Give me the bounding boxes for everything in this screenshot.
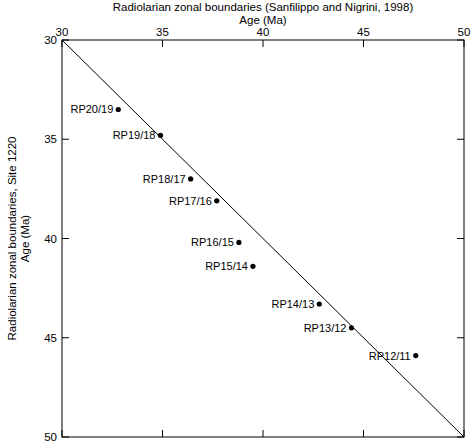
y-label: Radiolarian zonal boundaries, Site 1220 xyxy=(6,137,18,341)
x-tick xyxy=(62,430,63,437)
x-label: Age (Ma) xyxy=(239,14,286,26)
y-tick xyxy=(457,139,464,140)
point xyxy=(214,198,219,203)
point-label: RP12/11 xyxy=(369,350,411,362)
x-tick xyxy=(162,430,163,437)
y-tick-label: 45 xyxy=(44,332,57,344)
point-label: RP18/17 xyxy=(143,173,186,185)
point xyxy=(116,107,121,112)
point xyxy=(158,133,163,138)
y-tick-label: 40 xyxy=(44,233,57,245)
x-tick-label: 45 xyxy=(357,26,370,38)
point xyxy=(349,325,354,330)
y-tick xyxy=(457,238,464,239)
x-tick xyxy=(464,40,465,47)
point xyxy=(413,353,418,358)
y-tick xyxy=(457,337,464,338)
y-tick xyxy=(62,139,69,140)
point-label: RP15/14 xyxy=(205,260,248,272)
y-tick-label: 30 xyxy=(44,34,57,46)
x-tick-label: 30 xyxy=(56,26,69,38)
plot-frame xyxy=(62,40,464,437)
point-label: RP20/19 xyxy=(70,103,113,115)
x-tick xyxy=(62,40,63,47)
one-to-one-line xyxy=(62,40,464,437)
point-label: RP19/18 xyxy=(113,129,156,141)
chart: Radiolarian zonal boundaries (Sanfilippo… xyxy=(0,0,474,448)
point xyxy=(250,264,255,269)
y-tick-label: 35 xyxy=(44,133,57,145)
point-label: RP17/16 xyxy=(169,195,212,207)
x-tick xyxy=(363,430,364,437)
point xyxy=(317,301,322,306)
x-tick xyxy=(263,430,264,437)
point-label: RP13/12 xyxy=(304,322,347,334)
x-tick-label: 35 xyxy=(156,26,169,38)
point xyxy=(188,176,193,181)
y-tick-label: 50 xyxy=(44,431,57,443)
point-label: RP16/15 xyxy=(191,236,234,248)
x-tick-label: 50 xyxy=(458,26,471,38)
point xyxy=(236,240,241,245)
y-tick xyxy=(457,40,464,41)
y-tick xyxy=(62,238,69,239)
title: Radiolarian zonal boundaries (Sanfilippo… xyxy=(113,1,414,13)
x-tick xyxy=(263,40,264,47)
x-tick xyxy=(363,40,364,47)
x-tick xyxy=(162,40,163,47)
point-label: RP14/13 xyxy=(271,298,314,310)
y-label: Age (Ma) xyxy=(19,215,31,262)
plot-area xyxy=(62,40,464,437)
y-tick xyxy=(62,437,69,438)
x-tick xyxy=(464,430,465,437)
y-tick xyxy=(62,337,69,338)
x-tick-label: 40 xyxy=(257,26,270,38)
